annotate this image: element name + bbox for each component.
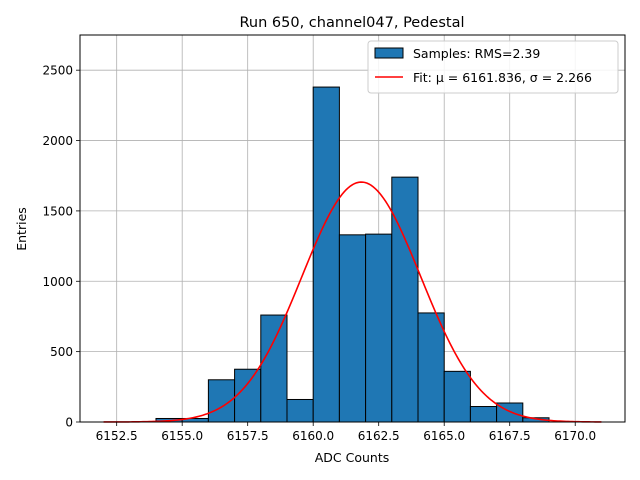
x-tick-label: 6152.5	[96, 429, 138, 443]
x-tick-label: 6157.5	[227, 429, 269, 443]
y-tick-label: 2500	[42, 64, 73, 78]
histogram-bar	[286, 398, 314, 423]
x-axis-label: ADC Counts	[315, 450, 390, 465]
y-tick-label: 2000	[42, 134, 73, 148]
plot-frame	[79, 34, 626, 423]
histogram-bar	[391, 176, 419, 423]
histogram-bar	[365, 233, 393, 423]
y-tick-label: 500	[50, 345, 73, 359]
fit-curve	[103, 181, 602, 423]
x-tick-label: 6170.0	[554, 429, 596, 443]
histogram-bar	[469, 406, 498, 423]
legend: Samples: RMS=2.39 Fit: μ = 6161.836, σ =…	[367, 40, 619, 94]
legend-label-fit: Fit: μ = 6161.836, σ = 2.266	[413, 70, 592, 85]
y-axis-ticks: 0 500 1000 1500 2000 2500	[42, 64, 80, 430]
y-tick-label: 1000	[42, 275, 73, 289]
legend-patch-samples	[374, 47, 404, 59]
legend-label-samples: Samples: RMS=2.39	[413, 46, 540, 61]
x-axis-ticks: 6152.5 6155.0 6157.5 6160.0 6162.5 6165.0 6167…	[96, 422, 596, 443]
y-tick-label: 0	[65, 416, 73, 430]
histogram-bar	[443, 370, 471, 423]
x-tick-label: 6160.0	[292, 429, 334, 443]
y-axis-label: Entries	[14, 207, 29, 251]
chart-title: Run 650, channel047, Pedestal	[239, 15, 464, 31]
y-tick-label: 1500	[42, 204, 73, 218]
histogram-bar	[338, 234, 367, 423]
histogram-bar	[234, 368, 262, 423]
x-tick-label: 6165.0	[423, 429, 465, 443]
histogram-bar	[417, 312, 445, 423]
histogram-bar	[260, 314, 288, 423]
legend-box	[367, 40, 619, 94]
histogram-bars	[155, 86, 550, 423]
x-tick-label: 6162.5	[358, 429, 400, 443]
x-tick-label: 6167.5	[489, 429, 531, 443]
x-tick-label: 6155.0	[161, 429, 203, 443]
histogram-bar	[312, 86, 340, 423]
